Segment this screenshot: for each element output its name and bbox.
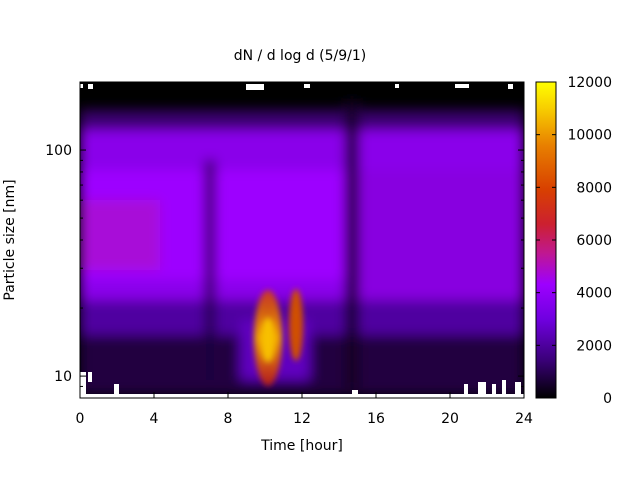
y-axis-ticks: 10 100: [45, 81, 524, 399]
colorbar-tick-label: 6000: [576, 233, 612, 249]
y-tick-label: 10: [54, 369, 72, 385]
colorbar-tick-label: 0: [603, 391, 612, 407]
x-tick-label: 0: [76, 411, 85, 427]
y-tick-label: 100: [45, 143, 72, 159]
x-tick-label: 8: [224, 411, 233, 427]
colorbar-tick-label: 4000: [576, 286, 612, 302]
colorbar-tick-label: 10000: [567, 128, 612, 144]
colorbar-tick-label: 12000: [567, 75, 612, 91]
x-axis-ticks: 0 4 8 12 16 20 24: [76, 82, 533, 427]
colorbar-tick-label: 2000: [576, 338, 612, 354]
heatmap-field: [80, 82, 524, 398]
x-tick-label: 16: [367, 411, 385, 427]
colorbar-tick-label: 8000: [576, 180, 612, 196]
x-tick-label: 20: [441, 411, 459, 427]
chart-title: dN / d log d (5/9/1): [234, 48, 367, 64]
x-axis-label: Time [hour]: [260, 438, 343, 454]
x-tick-label: 4: [150, 411, 159, 427]
y-axis-label: Particle size [nm]: [2, 179, 18, 300]
x-tick-label: 12: [293, 411, 311, 427]
colorbar-ticks: 0 2000 4000 6000 8000 10000 12000: [536, 75, 612, 407]
x-tick-label: 24: [515, 411, 533, 427]
